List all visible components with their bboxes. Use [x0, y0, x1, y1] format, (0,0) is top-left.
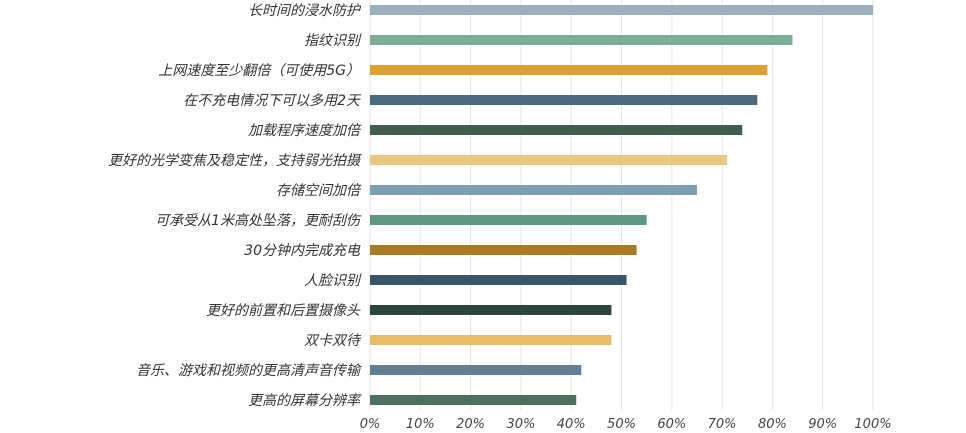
- x-tick-label: 80%: [758, 417, 787, 432]
- x-tick-label: 70%: [708, 417, 737, 432]
- x-tick-label: 90%: [808, 417, 837, 432]
- bars: [370, 5, 873, 405]
- category-label: 在不充电情况下可以多用2天: [183, 93, 362, 109]
- bar: [370, 335, 612, 345]
- x-tick-label: 0%: [360, 417, 381, 432]
- x-tick-label: 50%: [607, 417, 636, 432]
- x-tick-label: 30%: [506, 417, 535, 432]
- bar: [370, 305, 612, 315]
- category-label: 更好的前置和后置摄像头: [206, 303, 361, 319]
- bar: [370, 5, 873, 15]
- bar: [370, 245, 637, 255]
- bar: [370, 275, 627, 285]
- category-label: 音乐、游戏和视频的更高清声音传输: [136, 363, 362, 379]
- bar: [370, 35, 793, 45]
- category-label: 双卡双待: [304, 333, 362, 349]
- bar: [370, 155, 728, 165]
- category-label: 30分钟内完成充电: [244, 243, 361, 259]
- category-label: 更高的屏幕分辨率: [248, 393, 362, 409]
- category-label: 指纹识别: [304, 33, 362, 49]
- category-label: 更好的光学变焦及稳定性，支持弱光拍摄: [108, 153, 363, 169]
- category-label: 长时间的浸水防护: [248, 3, 362, 19]
- bar: [370, 125, 743, 135]
- x-tick-label: 20%: [456, 417, 485, 432]
- category-label: 上网速度至少翻倍（可使用5G）: [158, 63, 360, 79]
- x-tick-label: 40%: [557, 417, 586, 432]
- x-tick-label: 60%: [657, 417, 686, 432]
- x-axis-ticks: 0% 10% 20% 30% 40% 50% 60% 70% 80% 90% 100%: [360, 417, 892, 432]
- category-label: 加载程序速度加倍: [248, 123, 362, 139]
- x-tick-label: 100%: [854, 417, 891, 432]
- bar: [370, 65, 768, 75]
- bar: [370, 395, 577, 405]
- x-tick-label: 10%: [406, 417, 435, 432]
- bar: [370, 215, 647, 225]
- category-label: 可承受从1米高处坠落，更耐刮伤: [155, 213, 362, 229]
- bar: [370, 365, 582, 375]
- bar: [370, 185, 697, 195]
- category-label: 人脸识别: [304, 273, 362, 289]
- gridlines: [369, 0, 874, 410]
- category-label: 存储空间加倍: [276, 183, 362, 199]
- bar: [370, 95, 758, 105]
